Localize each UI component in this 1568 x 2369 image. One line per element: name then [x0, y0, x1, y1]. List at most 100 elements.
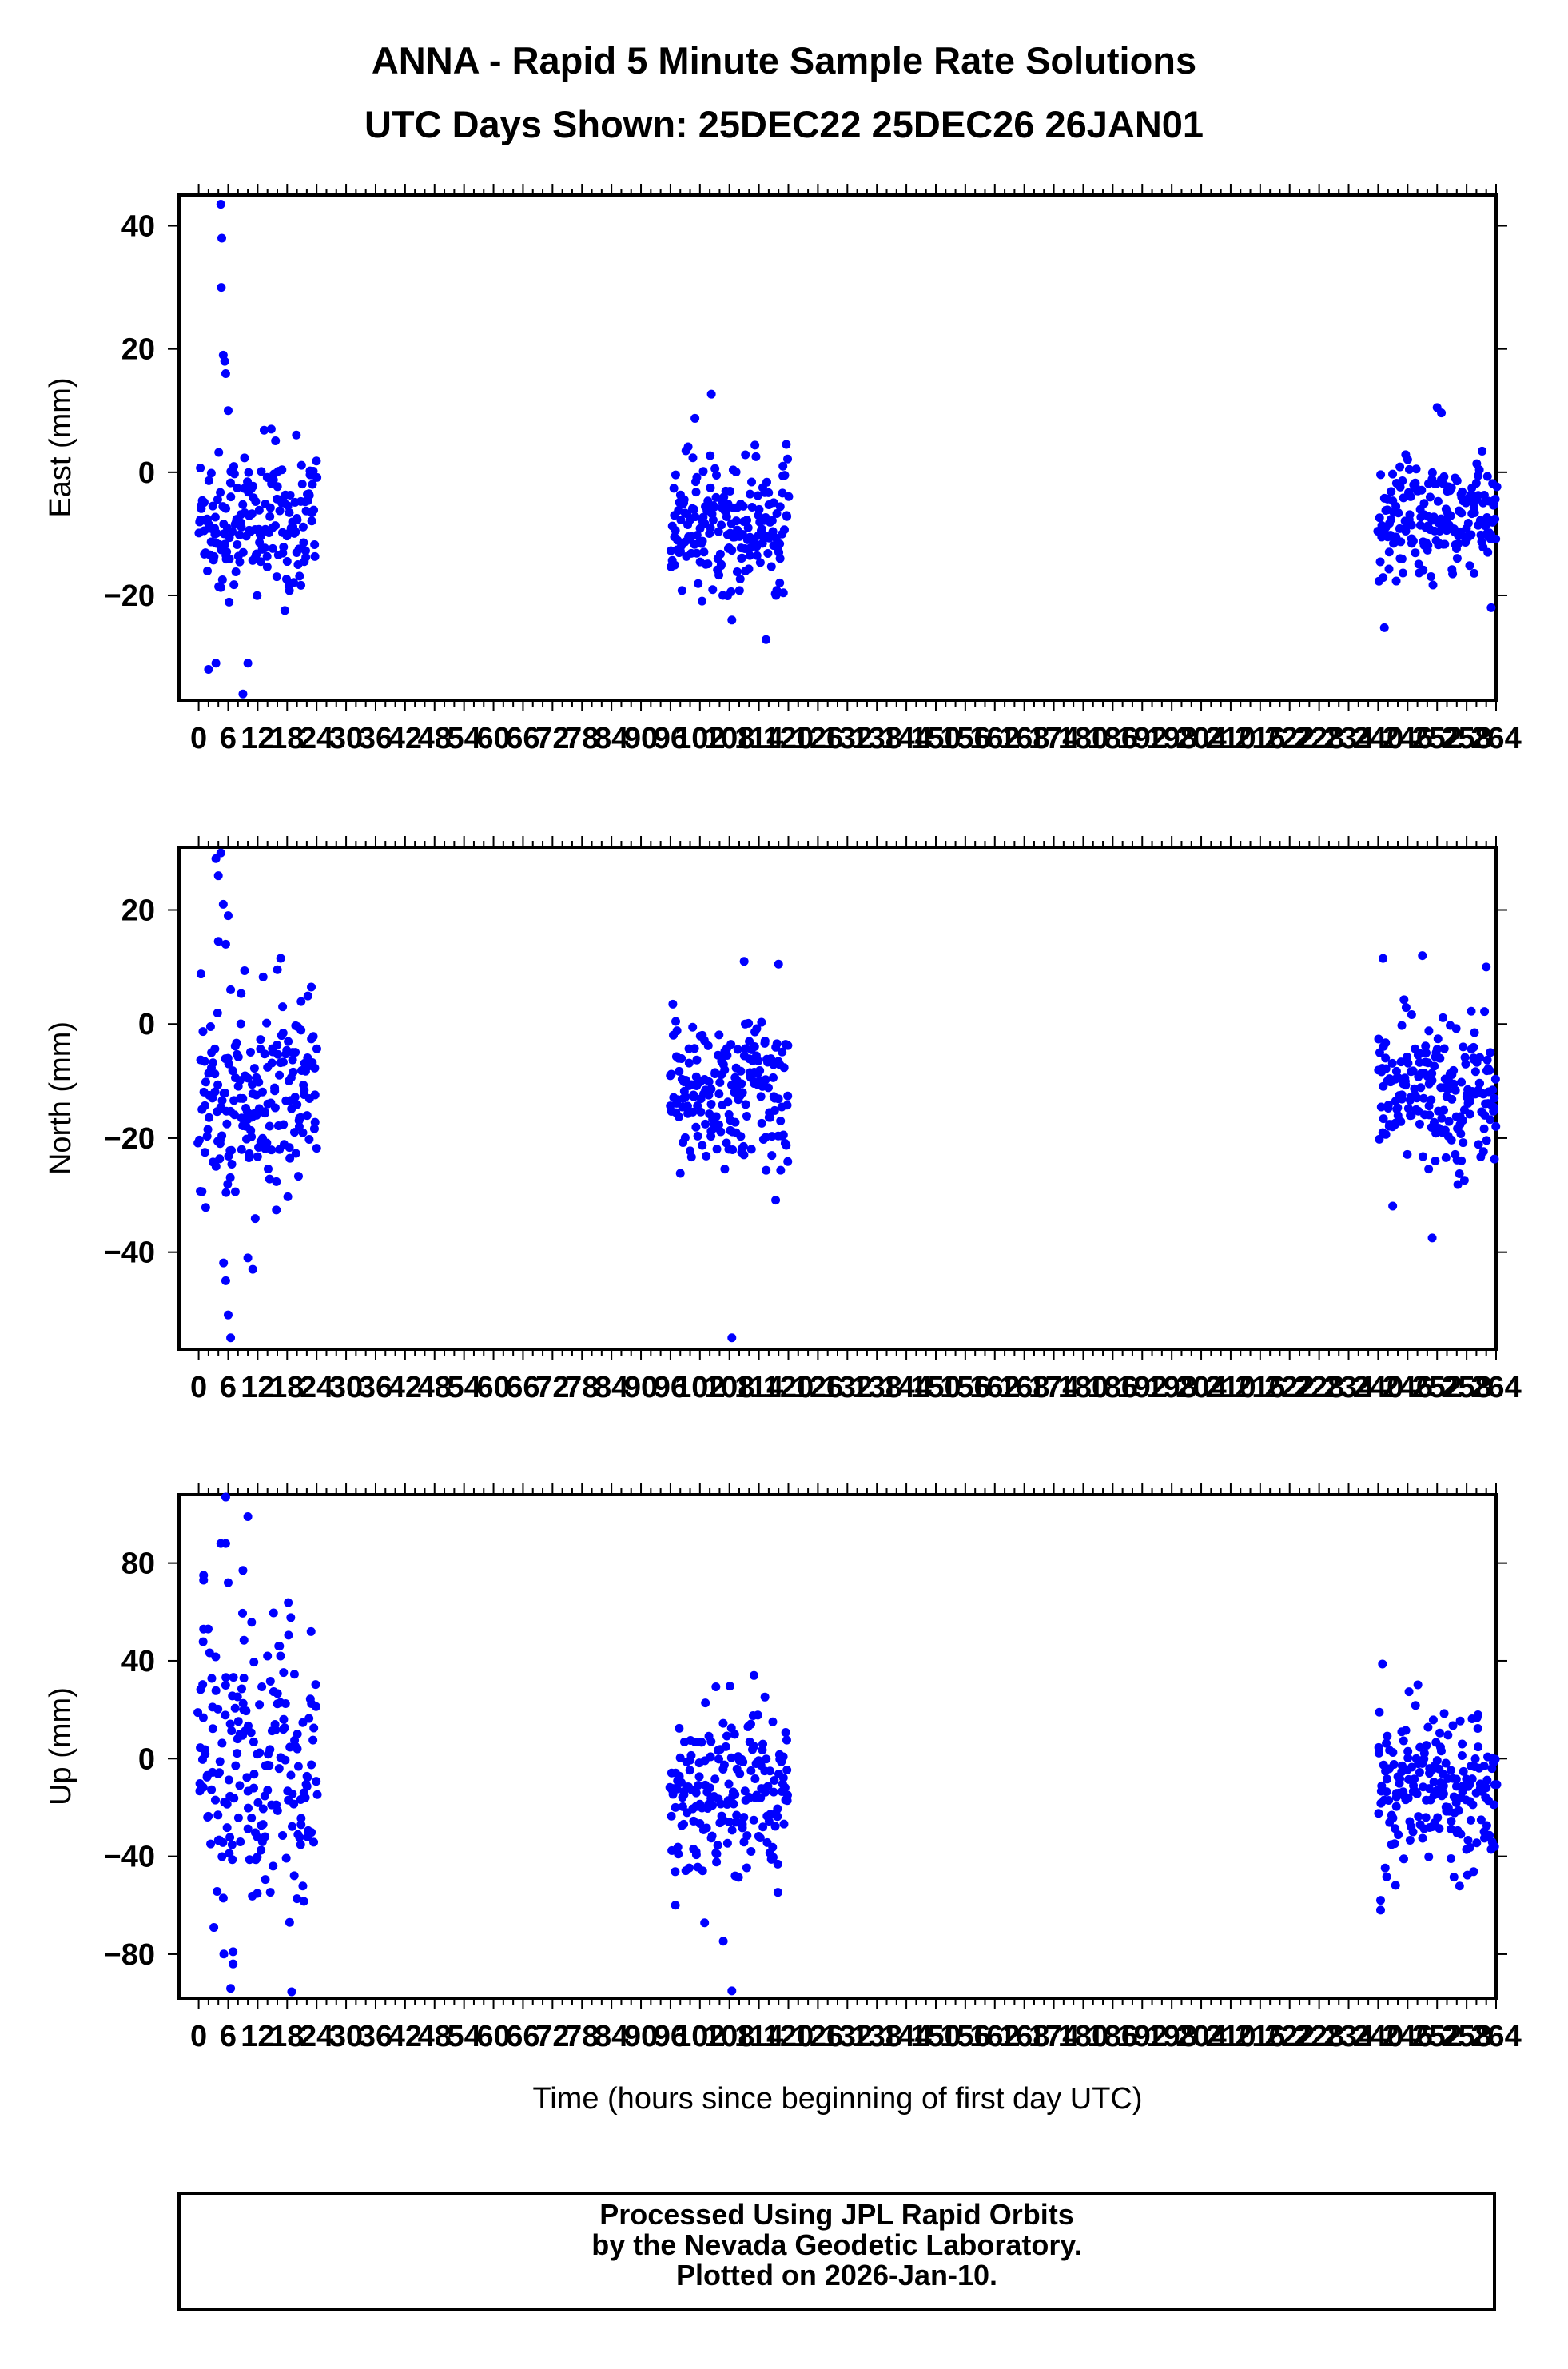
data-point	[1454, 539, 1463, 548]
data-point	[1428, 580, 1438, 590]
data-point	[1482, 962, 1491, 972]
data-point	[281, 1853, 291, 1863]
data-point	[310, 1090, 320, 1100]
data-point	[1467, 530, 1476, 539]
data-point	[1439, 472, 1449, 481]
data-point	[276, 1651, 285, 1661]
data-point	[1471, 479, 1481, 488]
data-point	[279, 542, 289, 551]
data-point	[770, 1775, 779, 1785]
data-point	[304, 491, 314, 500]
data-point	[205, 1022, 215, 1032]
data-point	[287, 1822, 296, 1831]
x-tick-label: 222	[1264, 2020, 1315, 2053]
x-tick-label: 198	[1146, 1371, 1196, 1404]
data-point	[251, 496, 261, 506]
data-point	[773, 1804, 782, 1814]
footer-line-1: Processed Using JPL Rapid Orbits	[599, 2198, 1074, 2231]
x-tick-label: 180	[1058, 2020, 1108, 2053]
data-point	[732, 567, 742, 577]
data-point	[210, 1795, 220, 1805]
data-point	[194, 1135, 204, 1145]
data-point	[273, 965, 282, 974]
data-point	[1400, 1077, 1410, 1086]
data-point	[698, 536, 707, 546]
data-point	[1476, 1815, 1486, 1825]
x-tick-label: 228	[1294, 722, 1344, 755]
data-point	[1391, 576, 1401, 586]
data-point	[1482, 1783, 1491, 1793]
x-tick-label: 180	[1058, 722, 1108, 755]
data-point	[1490, 1154, 1499, 1164]
data-point	[209, 551, 219, 561]
data-point	[1456, 1129, 1466, 1138]
chart-title-line-2: UTC Days Shown: 25DEC22 25DEC26 26JAN01	[364, 103, 1204, 145]
data-point	[300, 1793, 310, 1802]
data-point	[207, 1785, 217, 1794]
data-point	[731, 468, 741, 477]
data-point	[778, 461, 788, 471]
data-point	[1415, 1767, 1424, 1777]
data-point	[243, 659, 253, 668]
data-point	[249, 1658, 259, 1667]
data-point	[702, 1151, 711, 1161]
data-point	[284, 1037, 293, 1046]
data-point	[729, 1799, 738, 1809]
data-point	[1483, 547, 1493, 557]
data-point	[310, 1117, 320, 1127]
x-tick-label: 138	[851, 2020, 901, 2053]
data-point	[310, 539, 320, 549]
x-tick-label: 6	[220, 2020, 237, 2053]
data-point	[1439, 1789, 1448, 1798]
data-point	[714, 1754, 723, 1764]
data-point	[229, 580, 239, 590]
data-point	[272, 1177, 281, 1186]
data-point	[290, 1093, 300, 1102]
data-point	[223, 1310, 233, 1320]
data-point	[694, 1781, 703, 1790]
data-point	[698, 1141, 707, 1150]
x-tick-label: 192	[1117, 2020, 1168, 2053]
data-point	[1470, 1028, 1479, 1037]
data-point	[760, 1692, 770, 1702]
data-point	[708, 516, 718, 525]
data-point	[679, 1819, 688, 1829]
data-point	[289, 1670, 299, 1679]
x-tick-label: 174	[1029, 1371, 1079, 1404]
x-tick-label: 132	[822, 722, 873, 755]
data-point	[260, 1049, 269, 1059]
data-point	[1490, 1841, 1499, 1851]
data-point	[262, 1138, 272, 1148]
data-point	[1490, 494, 1500, 504]
data-point	[718, 1718, 728, 1728]
data-point	[1405, 510, 1415, 520]
data-point	[1488, 1085, 1498, 1095]
data-point	[1374, 1742, 1383, 1752]
data-point	[1383, 1101, 1393, 1110]
data-point	[1466, 1097, 1475, 1106]
data-point	[768, 527, 778, 536]
data-point	[1448, 1721, 1458, 1730]
data-point	[278, 1830, 288, 1840]
data-point	[262, 551, 272, 561]
x-tick-label: 186	[1088, 722, 1138, 755]
data-point	[1421, 1041, 1431, 1051]
x-tick-label: 198	[1146, 722, 1196, 755]
data-point	[726, 1040, 736, 1049]
data-point	[1490, 1754, 1500, 1764]
data-point	[229, 1110, 239, 1120]
data-point	[710, 1774, 720, 1784]
data-point	[224, 1775, 233, 1785]
data-point	[1424, 1852, 1434, 1861]
data-point	[249, 1783, 258, 1793]
data-point	[289, 578, 299, 587]
data-point	[223, 911, 233, 921]
data-point	[286, 1613, 296, 1622]
x-tick-label: 60	[476, 722, 510, 755]
y-tick-label: 20	[121, 894, 155, 928]
data-point	[249, 481, 258, 491]
data-point	[1465, 561, 1474, 571]
data-point	[299, 1897, 308, 1906]
data-point	[1447, 483, 1456, 492]
data-point	[293, 1729, 302, 1738]
